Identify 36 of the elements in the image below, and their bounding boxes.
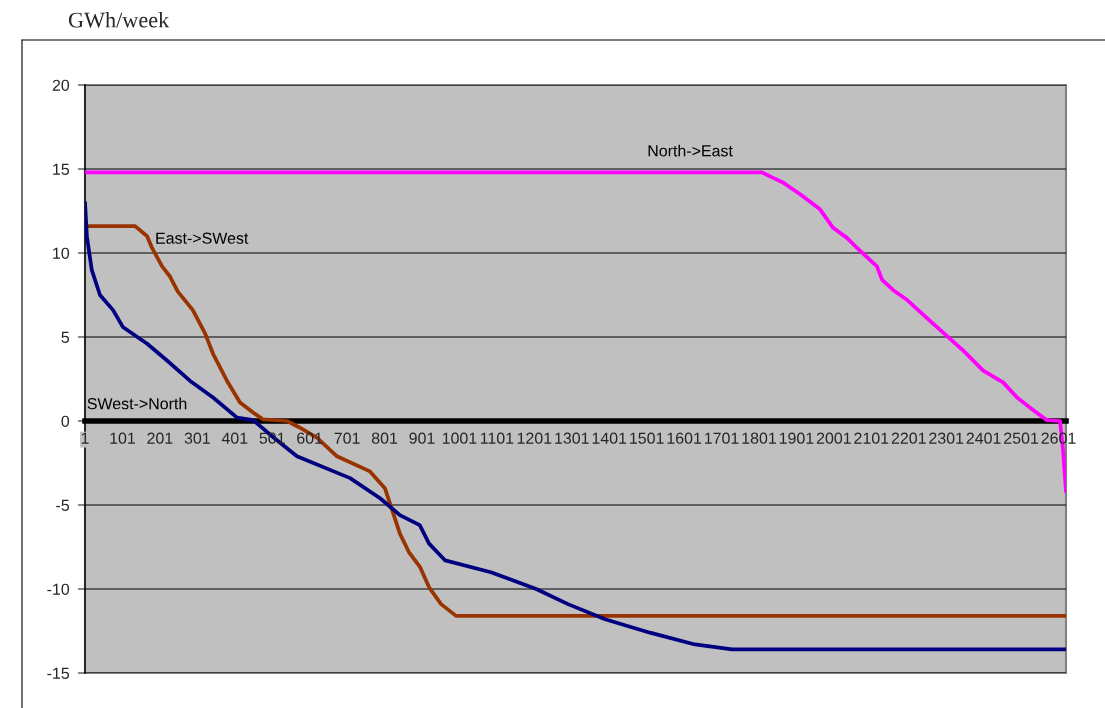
x-tick-label: 1101 [480, 432, 514, 444]
x-tick-label: 2301 [929, 432, 964, 444]
x-tick-label: 901 [409, 432, 435, 444]
y-tick-label: 10 [53, 247, 70, 259]
y-tick-label: -15 [47, 667, 70, 679]
x-tick-label: 1501 [630, 432, 664, 444]
y-tick-label: -5 [56, 499, 70, 511]
series-label: East->SWest [156, 232, 249, 244]
x-tick-label: 1701 [704, 432, 739, 444]
series-label: North->East [648, 144, 733, 157]
x-tick-label: 2001 [816, 432, 851, 444]
x-tick-label: 1401 [592, 432, 627, 444]
x-tick-label: 1801 [742, 432, 776, 444]
x-tick-label: 101 [110, 432, 135, 444]
x-tick-label: 2101 [854, 432, 889, 444]
x-tick-label: 1 [81, 432, 89, 444]
x-tick-label: 801 [371, 432, 398, 444]
y-tick-label: 5 [61, 331, 70, 343]
y-tick-label: 20 [52, 79, 70, 91]
y-tick-label: -10 [47, 583, 70, 595]
x-tick-label: 401 [221, 432, 248, 444]
y-axis-title: GWh/week [68, 11, 170, 28]
x-tick-label: 1001 [442, 432, 477, 444]
y-tick-label: 0 [61, 415, 70, 427]
x-tick-label: 2201 [891, 432, 926, 444]
y-tick-label: 15 [53, 163, 70, 175]
x-tick-label: 201 [147, 432, 173, 444]
x-tick-label: 1301 [555, 432, 589, 444]
x-tick-label: 1901 [779, 432, 814, 444]
x-tick-label: 1201 [517, 432, 552, 444]
x-tick-label: 2401 [966, 432, 1001, 444]
x-tick-label: 301 [184, 432, 210, 444]
x-tick-label: 701 [334, 432, 360, 444]
series-label: SWest->North [87, 397, 187, 410]
x-tick-label: 2501 [1004, 432, 1039, 444]
x-tick-label: 1601 [667, 432, 702, 444]
